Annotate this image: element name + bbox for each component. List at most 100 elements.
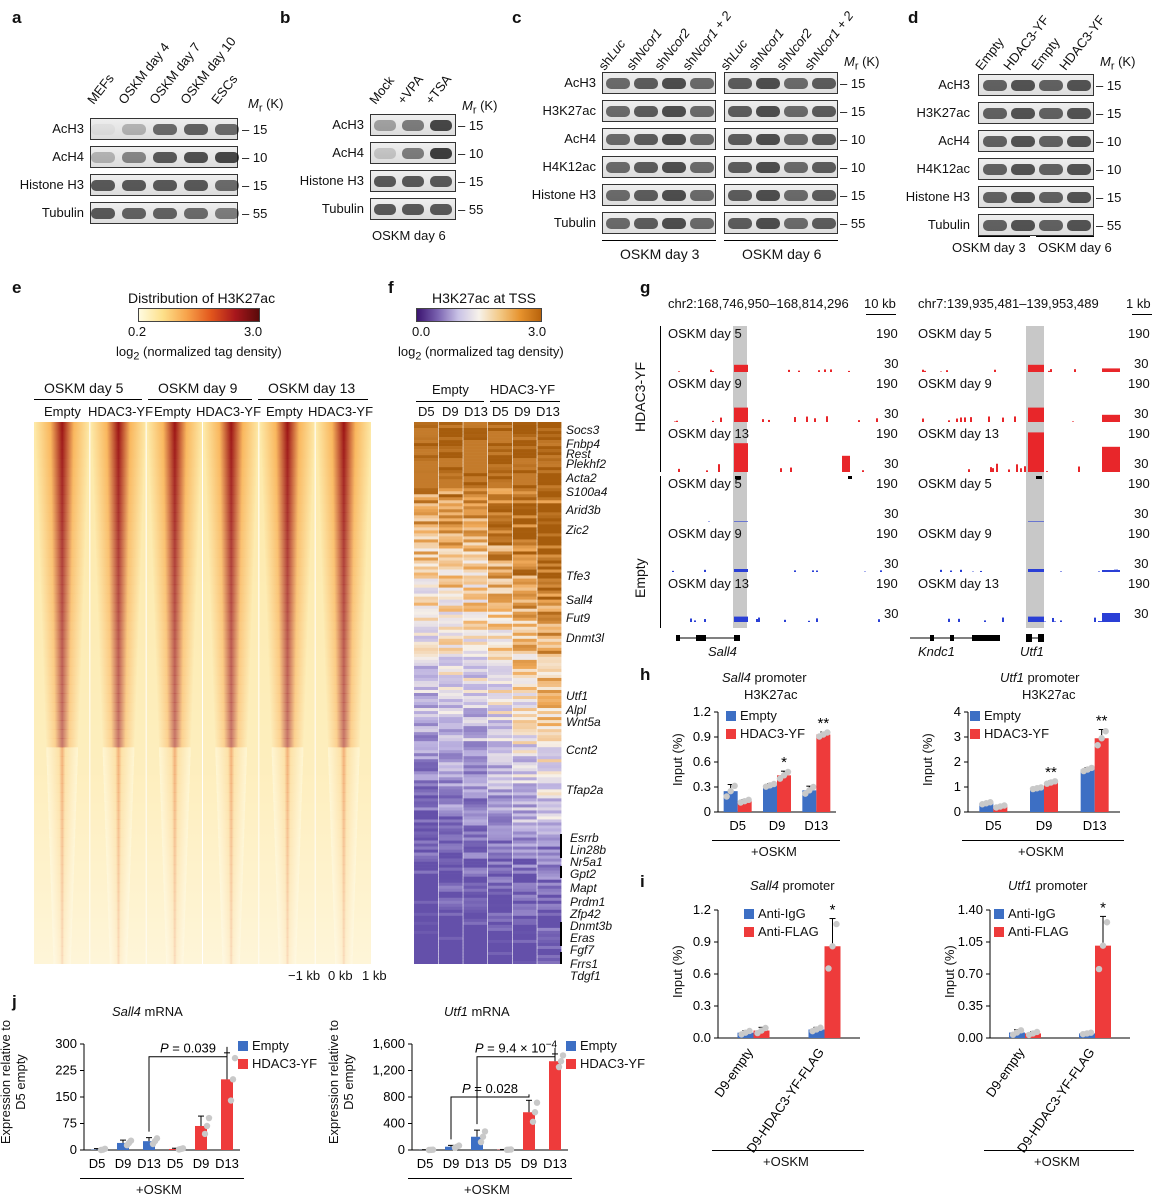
blot-band [983,136,1007,147]
data-point [824,729,831,736]
pvalue-bracket [450,1094,530,1140]
y-tick-label: 0 [704,804,711,819]
blot-band [430,120,452,131]
data-point [1102,728,1109,735]
y-tick-label: 1,600 [372,1036,405,1051]
track-sample-label: OSKM day 5 [918,326,992,341]
blot-band [122,124,146,135]
blot-band [1039,220,1063,231]
data-point [203,1122,211,1130]
blot-band [1011,220,1035,231]
heatmap-e-column-label: Empty [154,404,191,419]
bar [1094,738,1109,812]
chart-title: Sall4 promoter [722,670,807,685]
track-sample-label: OSKM day 5 [668,476,742,491]
mw-marker: – 15 [840,188,866,203]
locus-label: chr2:168,746,950–168,814,296 [668,296,849,311]
blot-strip [978,102,1094,124]
chart-xlabel: +OSKM [1034,1154,1080,1169]
blot-strip [724,72,838,94]
mw-marker: – 55 [242,206,268,221]
heatmap-e-xtick: 0 kb [328,968,353,983]
track-ymax: 190 [876,376,898,391]
heatmap-f-gene-label: Frrs1 [570,957,598,971]
blot-strip [602,128,716,150]
blot-band [812,78,836,89]
data-point [833,920,840,928]
chart-xlabel: +OSKM [136,1182,182,1197]
blot-band [784,106,808,117]
bar [737,801,752,812]
x-tick-label: D9-empty [983,1045,1028,1100]
signal-track [678,364,1120,372]
data-point [817,1024,824,1031]
blot-band [1039,108,1063,119]
blot-band [634,162,658,173]
blot-band [430,204,452,215]
bar [523,1112,535,1150]
track-ymax: 190 [1128,376,1150,391]
track-ymin: 30 [884,456,899,471]
track-ymin: 30 [1134,506,1149,521]
heatmap-f-gene-label: Ccnt2 [566,743,598,757]
blot-band [784,218,808,229]
heatmap-e-xtick: −1 kb [288,968,321,983]
blot-strip [978,186,1094,208]
track-sample-label: OSKM day 13 [668,426,749,441]
bar [763,785,777,812]
blot-c-footer: OSKM day 6 [742,246,822,262]
track-ymax: 190 [876,476,898,491]
data-point [231,1054,239,1062]
blot-band [983,220,1007,231]
heatmap-f-gene-label: Esrrb [570,831,599,845]
panel-label-a: a [12,8,22,27]
blot-band [690,162,714,173]
legend-label: Empty [740,708,777,723]
y-tick-label: 0.9 [693,729,711,744]
blot-band [662,162,686,173]
blot-band [430,148,452,159]
y-tick-label: 75 [63,1116,77,1131]
blot-band [756,218,780,229]
data-point [507,1146,515,1153]
track-ymax: 190 [1128,426,1150,441]
chart-title: Utf1 mRNA [444,1004,510,1019]
blot-band [1011,136,1035,147]
blot-band [1011,108,1035,119]
panel-label-h: h [640,665,651,684]
bar [549,1061,561,1150]
x-group-line [984,1150,1134,1151]
data-point [557,1058,565,1065]
legend-swatch [994,909,1004,919]
data-point [1087,1029,1095,1036]
blot-band [784,162,808,173]
blot-band [634,134,658,145]
blot-strip [978,130,1094,152]
blot-band [1067,164,1091,175]
track-sample-label: OSKM day 13 [668,576,749,591]
blot-band [690,218,714,229]
blot-strip [370,142,456,164]
data-point [762,1024,769,1032]
heatmap-f-gene-label: Fnbp4 [566,437,601,451]
blot-d-bracket [1036,236,1094,237]
mr-label: Mr (K) [462,98,498,117]
heatmap-f-column-label: D13 [464,404,488,419]
heatmap-f-title: H3K27ac at TSS [432,290,537,306]
mw-marker: – 55 [840,216,866,231]
x-tick-label: D9 [1036,818,1053,833]
blot-row-label: AcH4 [564,131,596,146]
heatmap-f-gene-label: Zic2 [566,523,589,537]
bar [143,1141,155,1150]
y-tick-label: 0.70 [958,966,983,981]
x-tick-label: D9-HDAC3-YF-FLAG [1014,1045,1098,1155]
track-ymin: 30 [1134,606,1149,621]
data-point [723,793,730,800]
highlight-region [1026,326,1044,628]
blot-band [728,190,752,201]
x-tick-label: D9 [769,818,786,833]
blot-d-bracket [978,236,1030,237]
mw-marker: – 10 [840,160,866,175]
track-sample-label: OSKM day 5 [668,326,742,341]
blot-strip [978,158,1094,180]
